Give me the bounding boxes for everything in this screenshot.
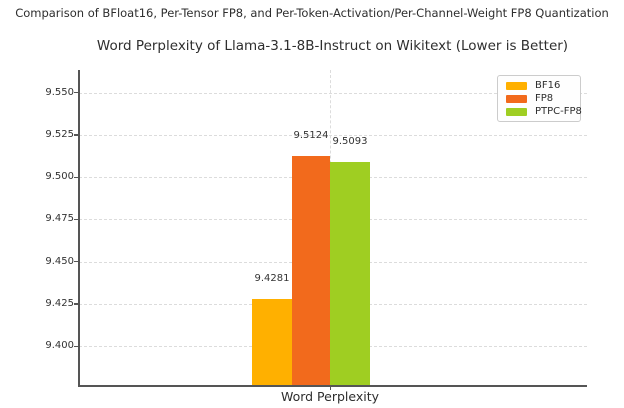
legend-box: BF16 FP8 PTPC-FP8 (497, 75, 582, 122)
y-tick-mark (74, 92, 78, 94)
chart-title: Word Perplexity of Llama-3.1-8B-Instruct… (96, 38, 569, 54)
bar-value-label: 9.4281 (254, 272, 290, 284)
legend-swatch-icon (506, 94, 527, 103)
y-tick-label: 9.475 (45, 213, 74, 225)
y-tick-mark (74, 261, 78, 263)
legend-swatch-icon (506, 107, 527, 116)
bar-value-label: 9.5124 (293, 130, 329, 142)
x-axis-label: Word Perplexity (280, 389, 380, 404)
legend-item-fp8: FP8 (506, 93, 574, 104)
y-tick-mark (74, 345, 78, 347)
legend-label: PTPC-FP8 (535, 106, 582, 117)
y-tick-label: 9.450 (45, 255, 74, 267)
legend-item-ptpc-fp8: PTPC-FP8 (506, 106, 582, 117)
bar-value-label: 9.5093 (332, 135, 368, 147)
y-tick-label: 9.400 (45, 340, 74, 352)
legend-swatch-icon (506, 81, 527, 90)
y-tick-mark (74, 303, 78, 305)
figure-suptitle: Comparison of BFloat16, Per-Tensor FP8, … (15, 6, 609, 20)
legend-label: FP8 (535, 93, 554, 104)
plot-area: 9.4281 9.5124 9.5093 9.400 9.425 9.450 9.475 9… (45, 70, 587, 390)
y-tick-label: 9.425 (45, 297, 74, 309)
y-tick-mark (74, 134, 78, 136)
y-gridline (79, 92, 587, 94)
y-gridline (79, 135, 587, 137)
x-tick-mark (330, 386, 332, 390)
y-tick-mark (74, 218, 78, 221)
axis-bottom-spine (78, 385, 587, 387)
axis-left-spine (78, 70, 80, 387)
y-tick-label: 9.500 (45, 171, 74, 183)
y-tick-mark (74, 176, 78, 178)
legend-label: BF16 (535, 80, 561, 91)
bar-bf16 (252, 298, 292, 385)
y-tick-label: 9.550 (45, 86, 74, 98)
bar-fp8 (292, 156, 330, 385)
y-tick-label: 9.525 (45, 129, 74, 141)
legend-item-bf16: BF16 (506, 80, 574, 91)
bar-ptpc-fp8 (330, 161, 370, 385)
